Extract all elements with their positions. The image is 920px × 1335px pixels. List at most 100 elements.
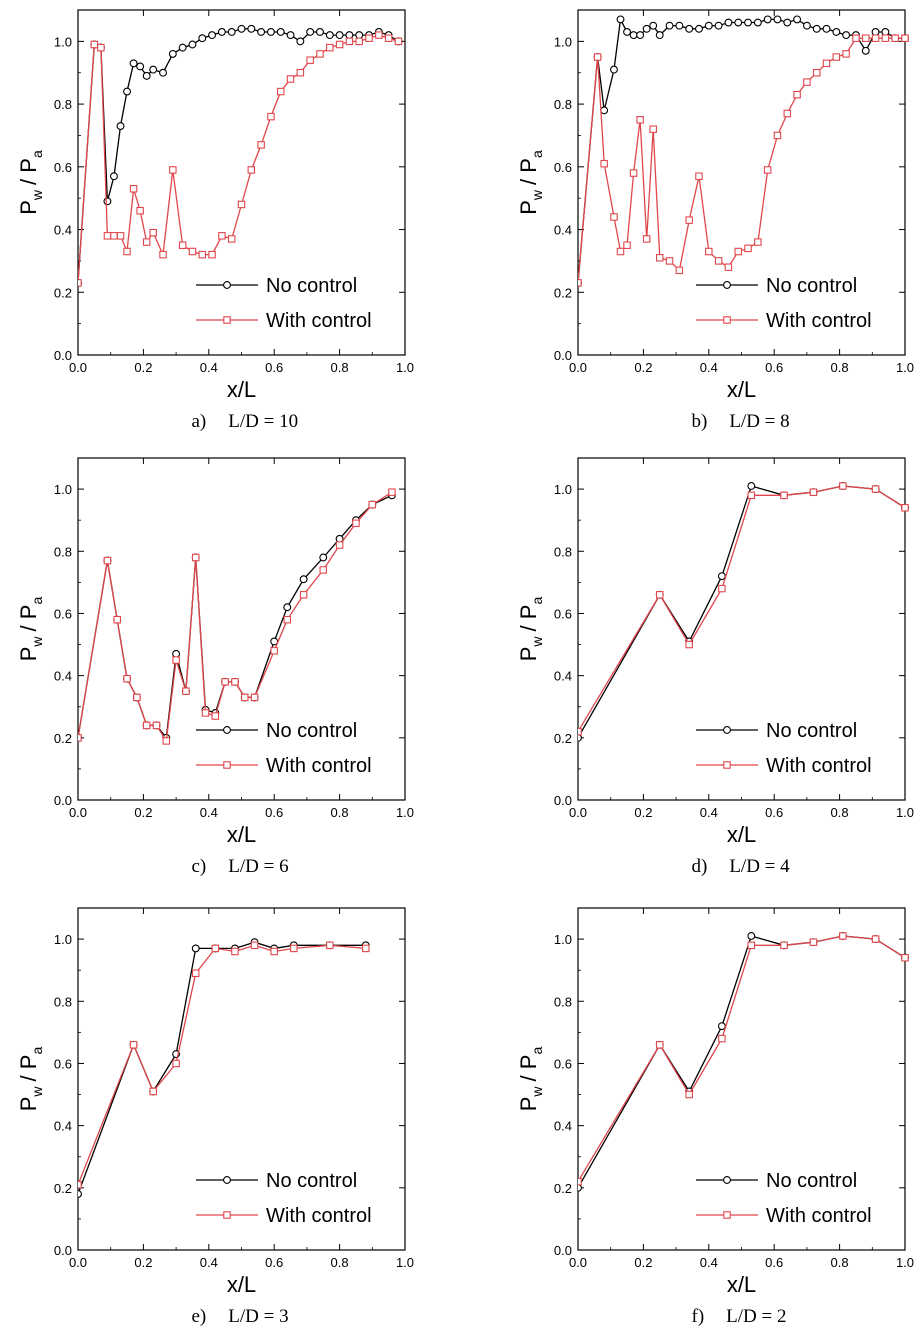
data-point	[172, 1059, 180, 1068]
x-axis-label: x/L	[727, 822, 756, 847]
data-point	[839, 932, 847, 940]
data-point	[299, 591, 308, 599]
data-point	[842, 50, 850, 58]
chart-panel-6: 0.0 0.2 0.4 0.6 0.8 1.0 0.0 0.2 0.4 0.6 0.8 1.0 x/L P…	[516, 907, 914, 1327]
data-point	[793, 15, 802, 24]
y-tick-label: 0.0	[54, 348, 72, 363]
data-point	[629, 169, 638, 177]
data-point	[290, 944, 298, 953]
data-point	[871, 28, 880, 36]
data-point	[326, 941, 334, 950]
data-point	[168, 49, 177, 58]
panel-caption: f) L/D = 2	[692, 1306, 787, 1327]
data-point	[724, 18, 733, 27]
series-no-control	[578, 482, 909, 742]
data-point	[136, 62, 145, 71]
data-point	[250, 693, 259, 702]
series-line	[578, 935, 906, 1182]
x-tick-label: 0.6	[765, 1255, 783, 1270]
data-point	[901, 34, 909, 42]
data-point	[116, 232, 125, 240]
x-tick-label: 0.8	[831, 360, 849, 375]
data-point	[724, 263, 733, 271]
data-point	[78, 1180, 82, 1189]
y-tick-label: 0.4	[554, 223, 572, 238]
x-tick-label: 0.0	[569, 1255, 587, 1270]
data-point	[578, 733, 582, 742]
data-point	[717, 572, 726, 581]
data-point	[276, 28, 285, 36]
data-point	[123, 247, 131, 256]
data-point	[685, 640, 693, 649]
y-tick-label: 0.6	[554, 606, 572, 621]
data-point	[142, 238, 151, 246]
y-tick-label: 0.4	[554, 669, 572, 684]
series-no-control	[78, 491, 396, 742]
panel-caption: a) L/D = 10	[192, 411, 299, 432]
data-point	[78, 734, 82, 742]
series-line	[78, 494, 393, 740]
data-point	[231, 947, 239, 956]
data-point	[891, 34, 899, 42]
y-tick-label: 0.8	[554, 994, 572, 1009]
data-point	[221, 678, 229, 686]
legend-label: With control	[266, 755, 372, 777]
y-tick-label: 0.2	[554, 1181, 572, 1196]
data-point	[832, 53, 841, 61]
data-point	[714, 257, 723, 265]
data-point	[306, 28, 315, 36]
data-point	[257, 28, 266, 36]
x-axis-label: x/L	[227, 822, 256, 847]
panel-caption: e) L/D = 3	[192, 1306, 289, 1327]
data-point	[616, 15, 625, 24]
data-point	[149, 1087, 157, 1096]
legend: No control With control	[196, 1170, 372, 1227]
data-point	[714, 21, 723, 30]
data-point	[675, 21, 684, 30]
data-point	[227, 235, 236, 243]
series-with-control	[578, 932, 909, 1186]
data-point	[335, 31, 344, 40]
x-tick-label: 1.0	[396, 805, 414, 820]
y-axis-label: Pw/ Pa	[516, 597, 545, 662]
data-point	[642, 24, 651, 33]
data-point	[152, 721, 161, 730]
data-point	[217, 28, 226, 36]
data-point	[610, 213, 618, 221]
y-tick-label: 0.8	[54, 97, 72, 112]
data-point	[211, 712, 220, 720]
data-point	[211, 944, 220, 953]
x-tick-label: 0.8	[331, 1255, 349, 1270]
y-tick-label: 0.2	[554, 731, 572, 746]
data-point	[110, 232, 118, 240]
x-tick-label: 0.8	[831, 805, 849, 820]
data-point	[642, 235, 651, 243]
data-point	[368, 500, 377, 509]
data-point	[901, 503, 909, 512]
x-tick-label: 0.6	[765, 360, 783, 375]
data-point	[809, 488, 818, 496]
data-point	[296, 37, 305, 46]
data-point	[901, 953, 909, 962]
data-point	[149, 65, 158, 74]
y-tick-label: 0.4	[54, 669, 72, 684]
legend-marker	[223, 761, 231, 769]
data-point	[803, 78, 811, 86]
data-point	[871, 34, 880, 42]
x-tick-label: 0.4	[700, 1255, 718, 1270]
y-tick-label: 0.4	[554, 1119, 572, 1134]
data-point	[257, 141, 265, 149]
plot-frame	[77, 9, 406, 356]
data-point	[113, 615, 121, 624]
x-axis-label: x/L	[227, 377, 256, 402]
series-line	[578, 485, 906, 739]
data-point	[832, 28, 841, 36]
plot-frame	[577, 457, 906, 801]
y-tick-label: 0.0	[554, 793, 572, 808]
data-point	[270, 947, 278, 956]
legend-marker	[223, 316, 231, 324]
data-point	[839, 482, 847, 490]
data-point	[655, 31, 664, 40]
data-point	[162, 737, 171, 745]
